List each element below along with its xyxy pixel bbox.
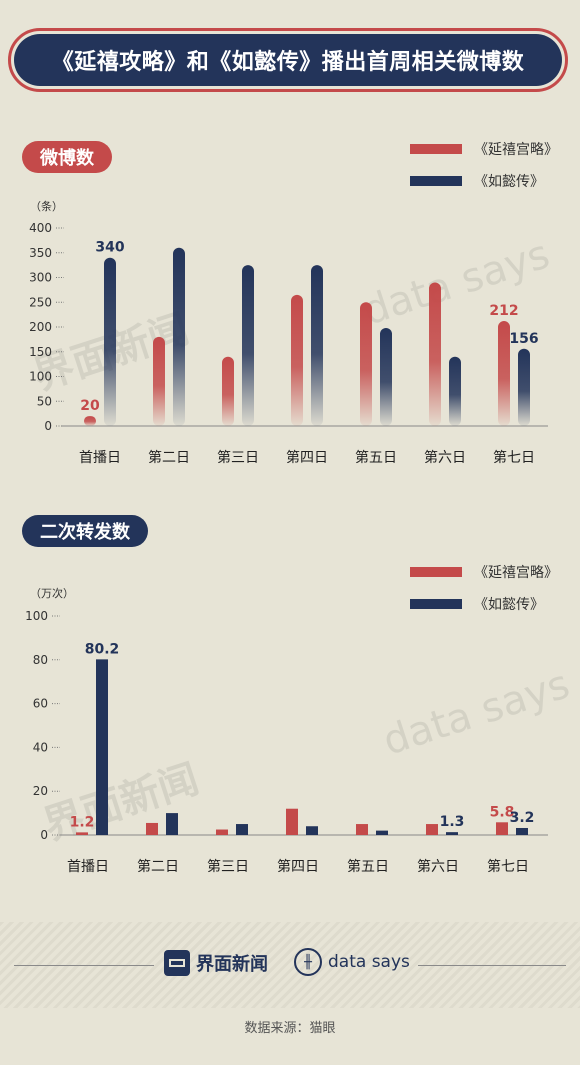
legend2-item-series2: 《如懿传》 (410, 588, 558, 620)
y-tick-label: 150 (29, 345, 52, 359)
x-category-label: 首播日 (67, 859, 109, 875)
data-source: 数据来源：猫眼 (244, 1021, 336, 1036)
legend-label-series1: 《延禧宫略》 (474, 142, 558, 158)
section2-unit: （万次） (30, 587, 74, 600)
y-tick-label: 200 (29, 320, 52, 334)
bar-ruyi-6 (446, 832, 458, 835)
legend-label-series2: 《如懿传》 (474, 174, 544, 190)
data-label: 80.2 (85, 641, 120, 657)
bar-ruyi-6 (449, 356, 461, 426)
bar-ruyi-1 (96, 659, 108, 835)
x-category-label: 第五日 (355, 449, 397, 466)
bar-ruyi-4 (311, 265, 323, 426)
bar-ruyi-3 (236, 824, 248, 835)
repost-count-chart: 0 20 40 60 80 100 首播日 第二日 第三日 第四日 第五日 第六日 第七日 1.2 80.2… (25, 609, 548, 875)
banner-outline (8, 28, 568, 92)
x-category-label: 第四日 (286, 449, 328, 466)
bar-yanxi-2 (153, 336, 165, 426)
bar-ruyi-2 (173, 247, 185, 426)
bar-ruyi-5 (376, 830, 388, 835)
data-label: 3.2 (510, 810, 535, 826)
section1-label: 微博数 (22, 141, 112, 173)
bar-yanxi-6 (429, 282, 441, 426)
bar-yanxi-7 (496, 822, 508, 835)
datasays-brand: ╫ data says (294, 948, 410, 976)
legend2-label-series1: 《延禧宫略》 (474, 565, 558, 581)
y-tick-label: 350 (29, 246, 52, 260)
legend2-label-series2: 《如懿传》 (474, 597, 544, 613)
title-banner: 《延禧攻略》和《如懿传》播出首周相关微博数 (8, 28, 568, 92)
y-tick-label: 100 (29, 370, 52, 384)
section2-label: 二次转发数 (22, 515, 148, 547)
y-tick-label: 300 (29, 271, 52, 285)
y-tick-label: 0 (44, 419, 52, 433)
bar-ruyi-4 (306, 826, 318, 835)
x-category-label: 第七日 (487, 858, 529, 875)
x-category-label: 第三日 (217, 449, 259, 466)
legend-item-series2: 《如懿传》 (410, 165, 558, 197)
y-tick-label: 60 (33, 697, 48, 711)
datasays-brand-text: data says (328, 952, 410, 972)
legend-swatch-red (410, 144, 462, 154)
legend2-swatch-navy (410, 599, 462, 609)
y-tick-label: 100 (25, 609, 48, 623)
data-label: 20 (80, 398, 100, 414)
bar-ruyi-7 (516, 827, 528, 835)
bar-yanxi-1 (76, 832, 88, 835)
x-category-label: 首播日 (79, 450, 121, 466)
bar-yanxi-3 (216, 829, 228, 835)
data-label: 1.3 (440, 814, 465, 830)
data-label: 340 (95, 240, 124, 256)
bar-yanxi-5 (356, 824, 368, 835)
y-tick-label: 80 (33, 653, 48, 667)
page-title: 《延禧攻略》和《如懿传》播出首周相关微博数 (51, 50, 525, 75)
data-label: 156 (509, 331, 538, 347)
x-category-label: 第六日 (424, 449, 466, 466)
bar-yanxi-2 (146, 822, 158, 835)
data-label: 1.2 (70, 814, 95, 830)
bar-yanxi-6 (426, 824, 438, 835)
bar-yanxi-3 (222, 356, 234, 426)
jiemian-logo-icon (164, 950, 190, 976)
legend-item-series1: 《延禧宫略》 (410, 133, 558, 165)
weibo-count-chart: 0 50 100 150 200 250 300 350 400 首播日 第二日 第三日 第四日 第五日 第… (29, 221, 548, 466)
y-tick-label: 0 (40, 828, 48, 842)
bar-ruyi-7 (518, 348, 530, 426)
footer-divider-right (418, 965, 566, 966)
x-category-label: 第四日 (277, 858, 319, 875)
bar-yanxi-7 (498, 321, 510, 426)
legend-swatch-navy (410, 176, 462, 186)
jiemian-brand: 界面新闻 (164, 950, 268, 976)
x-category-label: 第五日 (347, 858, 389, 875)
x-category-label: 第六日 (417, 858, 459, 875)
x-category-label: 第三日 (207, 858, 249, 875)
bar-ruyi-1 (104, 257, 116, 426)
bar-ruyi-2 (166, 813, 178, 835)
y-tick-label: 20 (33, 784, 48, 798)
footer-divider-left (14, 965, 154, 966)
data-label: 5.8 (490, 804, 515, 820)
section1-unit: （条） (30, 200, 63, 213)
bar-yanxi-4 (286, 808, 298, 835)
legend2-item-series1: 《延禧宫略》 (410, 556, 558, 588)
banner-fill: 《延禧攻略》和《如懿传》播出首周相关微博数 (14, 34, 562, 86)
bar-ruyi-3 (242, 265, 254, 426)
y-tick-label: 40 (33, 740, 48, 754)
data-label: 212 (489, 303, 518, 319)
y-tick-label: 50 (37, 394, 52, 408)
bar-ruyi-5 (380, 327, 392, 426)
jiemian-brand-text: 界面新闻 (196, 954, 268, 975)
bar-yanxi-1 (84, 416, 96, 426)
x-category-label: 第二日 (148, 449, 190, 466)
legend-2: 《延禧宫略》 《如懿传》 (410, 556, 558, 620)
legend-1: 《延禧宫略》 《如懿传》 (410, 133, 558, 197)
datasays-logo-icon: ╫ (294, 948, 322, 976)
legend2-swatch-red (410, 567, 462, 577)
x-category-label: 第二日 (137, 858, 179, 875)
x-category-label: 第七日 (493, 449, 535, 466)
y-tick-label: 250 (29, 295, 52, 309)
bar-yanxi-5 (360, 302, 372, 426)
y-tick-label: 400 (29, 221, 52, 235)
bar-yanxi-4 (291, 294, 303, 426)
